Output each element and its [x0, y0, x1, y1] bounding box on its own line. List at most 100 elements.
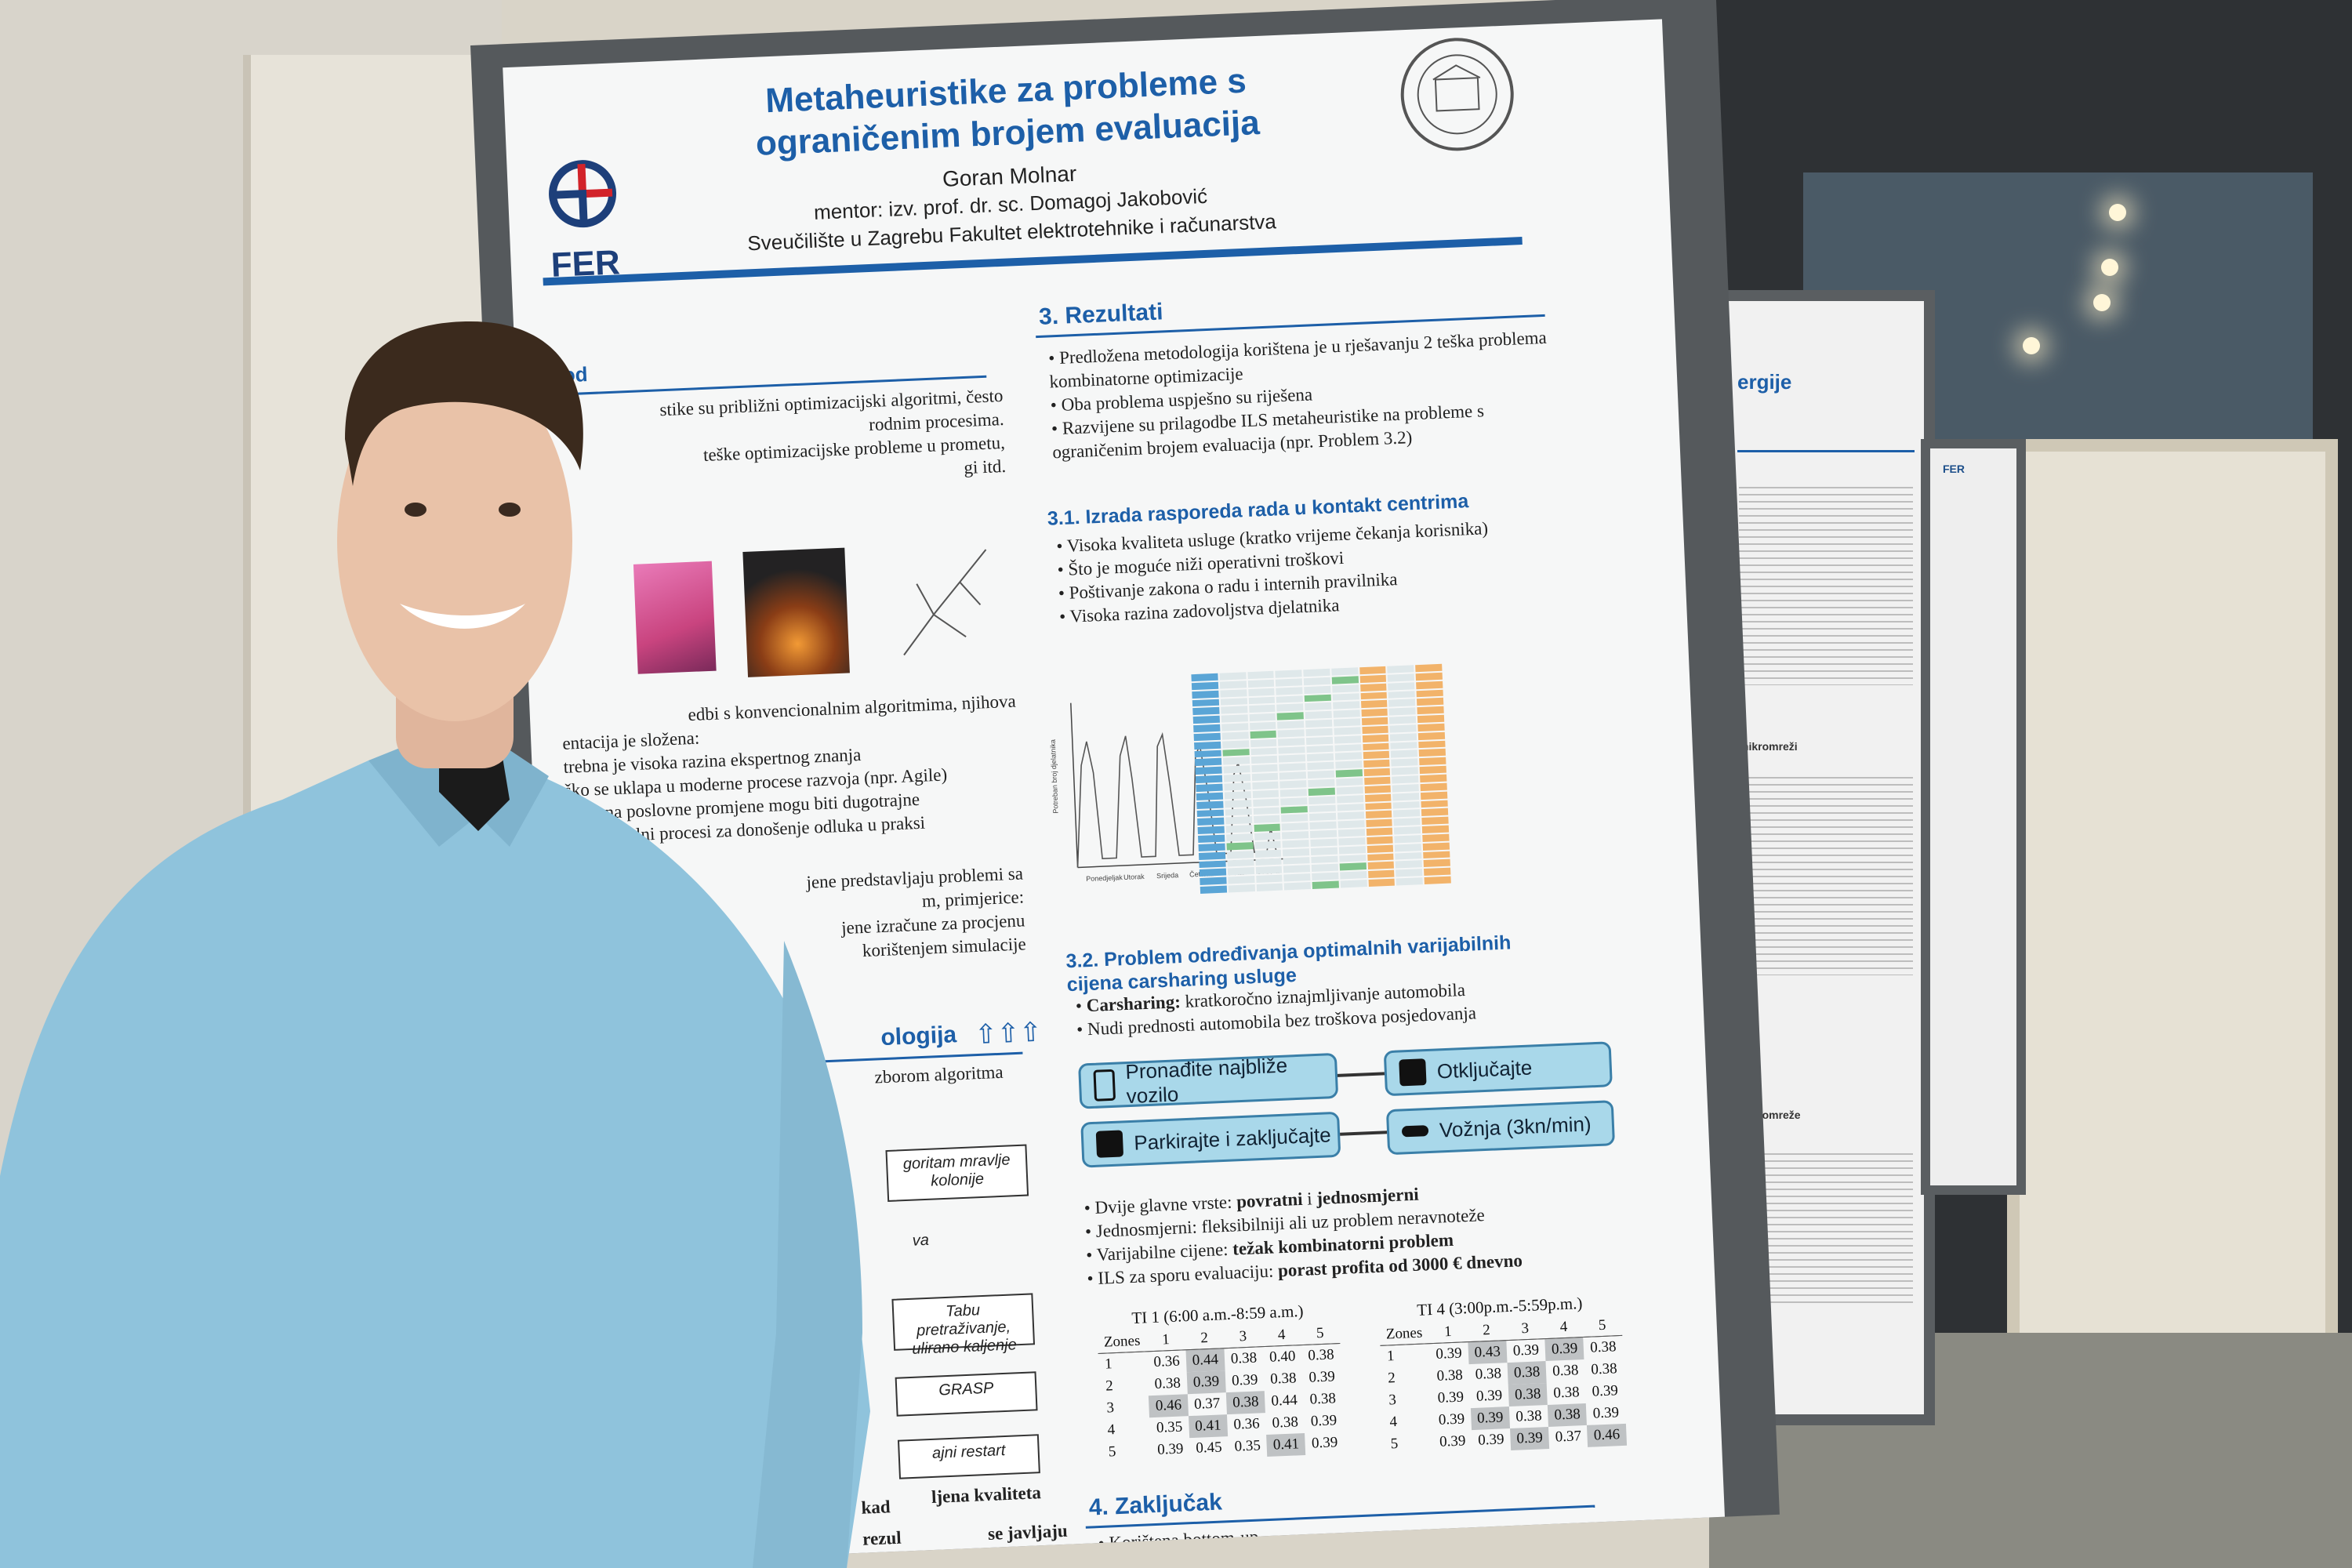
heatmap-cell	[1392, 783, 1420, 793]
heatmap-cell	[1424, 867, 1451, 877]
methodology-fragment: ljena kvaliteta	[931, 1483, 1042, 1507]
heatmap-cell	[1222, 757, 1250, 765]
table-cell: 0.38	[1225, 1391, 1266, 1415]
heatmap-cell	[1221, 723, 1248, 731]
side-poster-title: ergije	[1737, 370, 1792, 394]
heatmap-cell	[1331, 676, 1359, 684]
table-cell: 0.35	[1234, 1437, 1261, 1455]
heatmap-cell	[1225, 816, 1252, 825]
heatmap-cell	[1417, 706, 1444, 715]
heatmap-cell	[1252, 789, 1279, 798]
heatmap-cell	[1221, 731, 1249, 740]
heatmap-cell	[1250, 730, 1277, 739]
intro-image-tree-sketch	[903, 549, 987, 656]
heatmap-cell	[1221, 739, 1249, 749]
heatmap-cell	[1276, 686, 1303, 695]
heatmap-cell	[1252, 798, 1279, 807]
heatmap-cell	[1193, 724, 1221, 733]
table-cell: 0.38	[1154, 1374, 1181, 1392]
heatmap-cell	[1254, 832, 1281, 840]
heatmap-cell	[1194, 741, 1221, 750]
heatmap-cell	[1281, 822, 1308, 831]
chart-x-tick: Ponedjeljak	[1086, 873, 1123, 883]
heatmap-cell	[1248, 705, 1276, 713]
heatmap-cell	[1339, 854, 1367, 862]
table-cell: 0.38	[1590, 1360, 1618, 1378]
heatmap-cell	[1192, 690, 1219, 699]
heatmap-cell	[1423, 859, 1450, 868]
heatmap-cell	[1196, 792, 1223, 800]
side-poster-subhead: mikromreži	[1739, 740, 1798, 753]
heatmap-cell	[1283, 873, 1311, 882]
table-cell: 0.37	[1193, 1395, 1221, 1413]
table-cell: 0.39	[1311, 1434, 1338, 1452]
heatmap-cell	[1334, 735, 1361, 744]
poster: FER Metaheuristike za probleme s ogranič…	[503, 19, 1725, 1566]
heatmap-cell	[1194, 758, 1222, 767]
price-table-ti1: TI 1 (6:00 a.m.-8:59 a.m.) Zones 1 2 3 4…	[1096, 1300, 1345, 1464]
heatmap-cell	[1362, 734, 1389, 742]
methodology-fragment: se javljaju	[987, 1520, 1069, 1544]
table-cell: 0.38	[1230, 1349, 1258, 1367]
heatmap-cell	[1279, 763, 1306, 771]
heatmap-cell	[1392, 800, 1421, 809]
heatmap-cell	[1283, 882, 1312, 891]
method-box-tabu: Tabu pretraživanje, ulirano kaljenje	[891, 1293, 1036, 1358]
heatmap-cell	[1338, 837, 1366, 846]
side-poster-rule	[1737, 450, 1915, 452]
heatmap-cell	[1310, 838, 1338, 847]
table-cell: 0.38	[1552, 1362, 1579, 1380]
methodology-heading: ologija	[880, 1022, 957, 1051]
heatmap-cell	[1367, 869, 1395, 879]
heatmap-cell	[1311, 863, 1338, 873]
heatmap-cell	[1416, 689, 1443, 698]
heatmap-cell	[1336, 786, 1363, 795]
heatmap-cell	[1254, 858, 1282, 866]
intro-image-fire	[742, 547, 850, 677]
heatmap-cell	[1253, 815, 1280, 824]
table-cell: 0.38	[1507, 1361, 1547, 1385]
methodology-text: zborom algoritma	[874, 1062, 1004, 1087]
heatmap-cell	[1360, 700, 1388, 709]
table-row-header: 3	[1106, 1399, 1115, 1417]
heatmap-cell	[1276, 695, 1304, 704]
heatmap-cell	[1417, 714, 1445, 724]
heatmap-cell	[1200, 877, 1227, 886]
table-cell: 0.38	[1589, 1338, 1617, 1356]
carsharing-term: Carsharing:	[1086, 992, 1181, 1016]
heatmap-cell	[1276, 712, 1305, 720]
heatmap-cell	[1279, 780, 1307, 789]
table-cell: 0.39	[1435, 1345, 1463, 1363]
heatmap-cell	[1391, 750, 1418, 758]
card-icon	[1399, 1058, 1427, 1087]
heatmap-cell	[1251, 772, 1279, 782]
heatmap-cell	[1340, 880, 1367, 888]
table-cell: 0.39	[1439, 1432, 1466, 1450]
heatmap-cell	[1364, 785, 1392, 793]
table-cell: 0.38	[1552, 1384, 1581, 1402]
heatmap-cell	[1224, 799, 1252, 808]
heatmap-cell	[1303, 677, 1330, 685]
heatmap-cell	[1418, 740, 1446, 749]
heatmap-cell	[1339, 862, 1367, 871]
intro-problems: jene predstavljaju problemi sa m, primje…	[568, 862, 1027, 975]
heatmap-cell	[1421, 825, 1450, 833]
table-cell: 0.39	[1156, 1440, 1184, 1458]
flow-arrow	[1340, 1131, 1388, 1136]
table-cell: 0.35	[1156, 1418, 1183, 1436]
table-col-header: 3	[1505, 1318, 1545, 1341]
heatmap-cell	[1305, 728, 1333, 736]
method-box-restart: ajni restart	[897, 1434, 1040, 1479]
heatmap-cell	[1308, 787, 1335, 796]
heatmap-cell	[1332, 692, 1359, 702]
heatmap-cell	[1226, 841, 1254, 851]
heatmap-cell	[1283, 865, 1311, 873]
side-poster-text	[1739, 771, 1913, 975]
heatmap-cell	[1362, 742, 1390, 751]
heatmap-cell	[1333, 718, 1360, 727]
heatmap-cell	[1332, 684, 1359, 693]
table-col-header: 5	[1582, 1314, 1622, 1338]
flow-step-label: Pronađite najbliže vozilo	[1124, 1053, 1288, 1109]
heatmap-cell	[1418, 749, 1446, 757]
heatmap-cell	[1388, 707, 1417, 716]
